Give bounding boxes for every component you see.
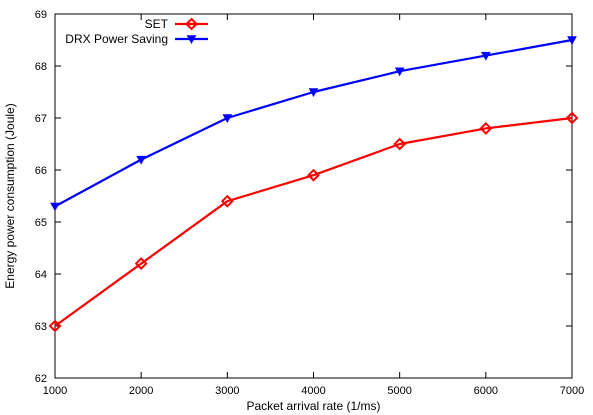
x-tick-label: 1000 xyxy=(43,385,67,397)
x-axis-label: Packet arrival rate (1/ms) xyxy=(246,399,380,413)
y-tick-label: 62 xyxy=(35,373,47,385)
legend-marker xyxy=(185,17,198,31)
y-tick-label: 64 xyxy=(35,269,47,281)
data-point xyxy=(394,67,405,77)
ticks-group: 1000 2000 3000 4000 5000 6000 7000 62 63 64 65 66 67… xyxy=(35,9,584,397)
data-point xyxy=(565,111,579,125)
y-tick-label: 65 xyxy=(35,217,47,229)
data-point xyxy=(393,137,407,151)
y-tick-label: 67 xyxy=(35,113,47,125)
data-point xyxy=(136,155,147,165)
legend-marker xyxy=(186,35,197,45)
y-axis-label: Energy power consumption (Joule) xyxy=(3,103,17,288)
legend-label: SET xyxy=(145,17,169,31)
legend-item: SET xyxy=(145,17,208,31)
legend-label: DRX Power Saving xyxy=(65,32,168,46)
series-group xyxy=(48,36,579,333)
x-tick-label: 3000 xyxy=(215,385,239,397)
y-tick-label: 63 xyxy=(35,321,47,333)
data-point xyxy=(220,194,234,208)
data-point xyxy=(48,319,62,333)
data-point xyxy=(134,257,148,271)
x-tick-label: 5000 xyxy=(387,385,411,397)
data-point xyxy=(567,36,577,46)
y-tick-label: 66 xyxy=(35,165,47,177)
data-point xyxy=(222,114,233,124)
data-point xyxy=(308,88,319,98)
series-line xyxy=(54,116,573,327)
series-set xyxy=(48,111,579,333)
x-tick-label: 2000 xyxy=(129,385,153,397)
y-tick-label: 68 xyxy=(35,61,47,73)
data-point xyxy=(479,121,493,135)
x-tick-label: 7000 xyxy=(560,385,584,397)
series-drx-power-saving xyxy=(50,36,577,212)
y-tick-label: 69 xyxy=(35,9,47,21)
data-point xyxy=(50,202,60,212)
x-tick-label: 6000 xyxy=(474,385,498,397)
x-tick-label: 4000 xyxy=(301,385,325,397)
data-point xyxy=(480,51,491,61)
legend-item: DRX Power Saving xyxy=(65,32,208,46)
data-point xyxy=(307,168,320,182)
plot-frame-group xyxy=(54,13,573,379)
plot-border xyxy=(54,13,573,379)
